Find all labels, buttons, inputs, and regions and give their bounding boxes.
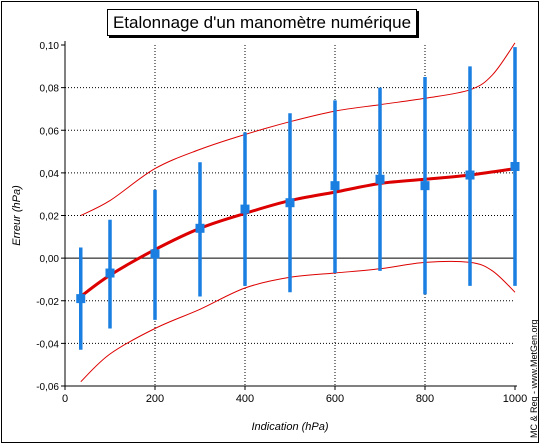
data-point <box>330 181 340 191</box>
data-point <box>105 268 115 278</box>
data-point <box>240 204 250 214</box>
data-point <box>375 174 385 184</box>
y-tick-label: 0,10 <box>40 41 60 52</box>
data-point <box>195 223 205 233</box>
x-axis-title: Indication (hPa) <box>251 421 328 433</box>
credit-text: MC & Reg - www.MetGen.org <box>529 319 539 438</box>
data-point <box>510 161 520 171</box>
data-point <box>150 249 160 259</box>
chart-title: Etalonnage d'un manomètre numérique <box>107 9 417 36</box>
x-tick-label: 600 <box>326 393 344 405</box>
y-tick-label: 0,00 <box>40 254 60 265</box>
x-tick-label: 800 <box>416 393 434 405</box>
data-point <box>465 170 475 180</box>
lower-confidence-band <box>80 260 516 383</box>
y-tick-label: 0,08 <box>40 84 60 95</box>
x-tick-label: 200 <box>146 393 164 405</box>
data-point <box>285 198 295 208</box>
x-tick-label: 1000 <box>503 393 527 405</box>
y-tick-label: -0,06 <box>36 382 59 393</box>
y-tick-label: 0,04 <box>40 169 60 180</box>
data-point <box>420 181 430 191</box>
y-tick-label: 0,02 <box>40 212 60 223</box>
data-point <box>76 294 86 304</box>
y-axis-title: Erreur (hPa) <box>11 185 23 246</box>
x-tick-label: 400 <box>236 393 254 405</box>
x-tick-label: 0 <box>62 393 68 405</box>
y-tick-label: -0,02 <box>36 297 59 308</box>
upper-confidence-band <box>80 42 516 216</box>
y-tick-label: -0,04 <box>36 339 59 350</box>
y-tick-label: 0,06 <box>40 126 60 137</box>
